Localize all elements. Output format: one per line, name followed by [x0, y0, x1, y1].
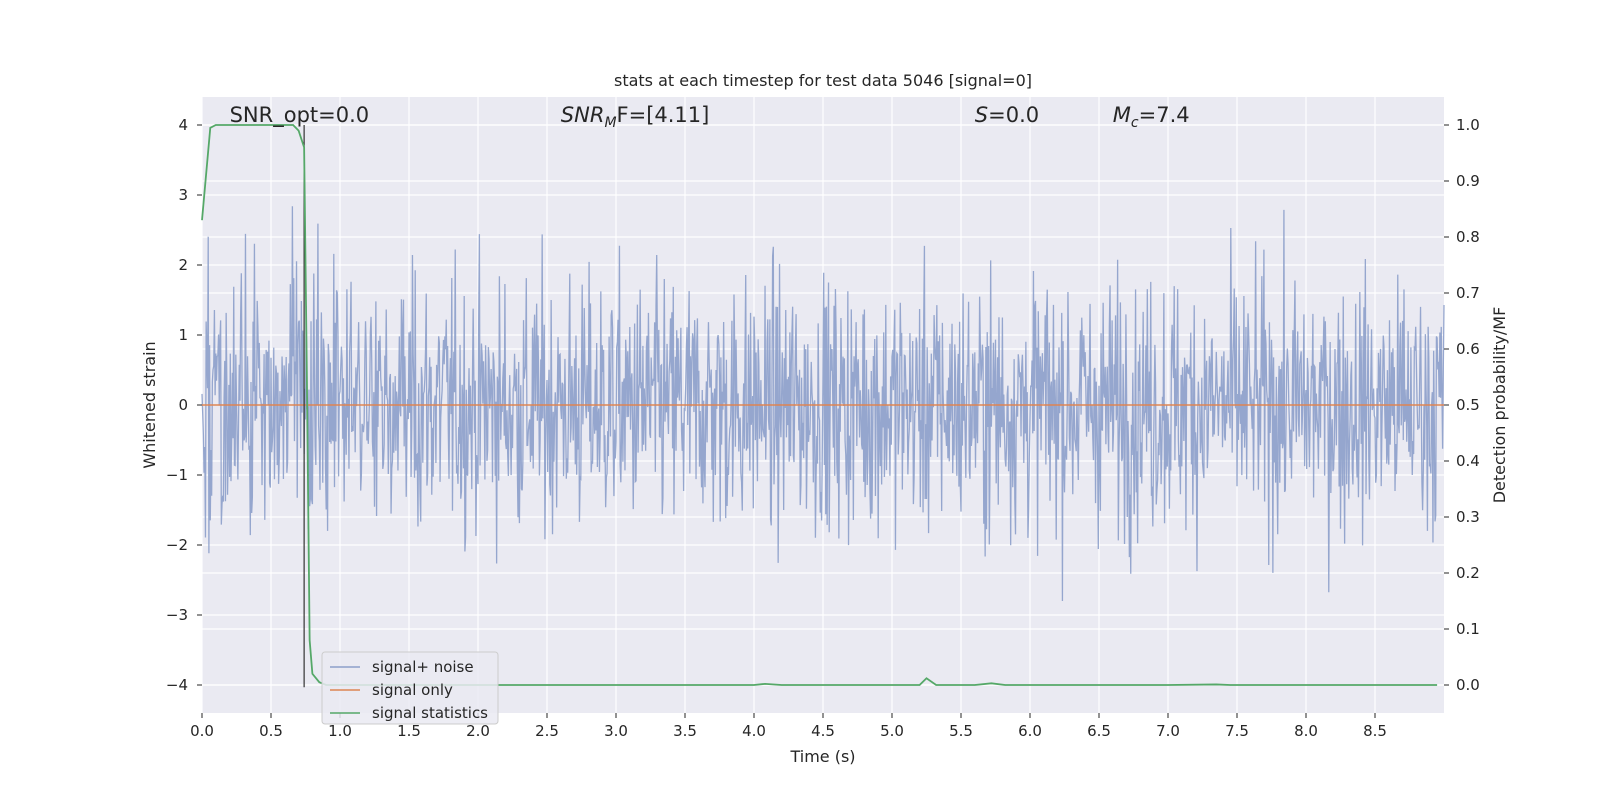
x-tick-label: 3.5 [673, 722, 697, 740]
x-tick-label: 0.0 [190, 722, 214, 740]
y2-tick-label: 0.5 [1456, 396, 1480, 414]
y2-tick-label: 0.4 [1456, 452, 1480, 470]
x-tick-label: 5.5 [949, 722, 973, 740]
y2-axis-ticks: 1.0 0.9 0.8 0.7 0.6 0.5 0.4 0.3 0.2 0.1 0.0 [1444, 116, 1480, 694]
x-tick-label: 6.0 [1018, 722, 1042, 740]
x-tick-label: 7.0 [1156, 722, 1180, 740]
y2-tick-label: 0.6 [1456, 340, 1480, 358]
y-tick-label: −1 [166, 466, 188, 484]
legend-label-signal-noise: signal+ noise [372, 658, 474, 676]
y2-tick-label: 0.3 [1456, 508, 1480, 526]
x-tick-label: 2.0 [466, 722, 490, 740]
x-tick-label: 1.5 [397, 722, 421, 740]
x-tick-label: 8.5 [1363, 722, 1387, 740]
legend: signal+ noise signal only signal statist… [321, 651, 499, 725]
x-axis-label: Time (s) [789, 747, 855, 766]
x-tick-label: 4.0 [742, 722, 766, 740]
y2-tick-label: 0.2 [1456, 564, 1480, 582]
y-tick-label: −3 [166, 606, 188, 624]
x-tick-label: 5.0 [880, 722, 904, 740]
y-tick-label: −4 [166, 676, 188, 694]
y-tick-label: −2 [166, 536, 188, 554]
signal-noise-line [201, 206, 1445, 602]
legend-label-signal-statistics: signal statistics [372, 704, 488, 722]
y2-tick-label: 0.8 [1456, 228, 1480, 246]
y2-axis-label: Detection probability/MF [1490, 307, 1509, 504]
x-tick-label: 8.0 [1294, 722, 1318, 740]
chart-title: stats at each timestep for test data 504… [614, 71, 1032, 90]
y-tick-label: 0 [178, 396, 188, 414]
annotation-snr-opt: SNR_opt=0.0 [230, 103, 370, 128]
x-tick-label: 4.5 [811, 722, 835, 740]
y-axis-label: Whitened strain [140, 341, 159, 468]
y2-tick-label: 0.0 [1456, 676, 1480, 694]
y-tick-label: 4 [178, 116, 188, 134]
y-axis-ticks: 4 3 2 1 0 −1 −2 −3 −4 [166, 116, 202, 694]
legend-box [321, 651, 499, 725]
annotation-snr-mf: SNRMF=[4.11] [561, 103, 710, 131]
legend-label-signal-only: signal only [372, 681, 453, 699]
x-axis-ticks: 0.0 0.5 1.0 1.5 2.0 2.5 3.0 3.5 4.0 4.5 5.0 5.5 6.0 6… [190, 713, 1387, 740]
annotation-s-stat: S=0.0 [975, 103, 1039, 127]
annotations: SNR_opt=0.0 SNRMF=[4.11] S=0.0 Mc=7.4 [230, 103, 1190, 131]
y2-tick-label: 1.0 [1456, 116, 1480, 134]
x-tick-label: 1.0 [328, 722, 352, 740]
x-tick-label: 2.5 [535, 722, 559, 740]
y-tick-label: 1 [178, 326, 188, 344]
x-tick-label: 3.0 [604, 722, 628, 740]
x-tick-label: 0.5 [259, 722, 283, 740]
x-tick-label: 7.5 [1225, 722, 1249, 740]
annotation-mchirp: Mc=7.4 [1113, 103, 1190, 131]
y2-tick-label: 0.1 [1456, 620, 1480, 638]
y2-tick-label: 0.7 [1456, 284, 1480, 302]
y2-tick-label: 0.9 [1456, 172, 1480, 190]
signal-noise-series [201, 206, 1445, 602]
x-tick-label: 6.5 [1087, 722, 1111, 740]
y-tick-label: 2 [178, 256, 188, 274]
y-tick-label: 3 [178, 186, 188, 204]
